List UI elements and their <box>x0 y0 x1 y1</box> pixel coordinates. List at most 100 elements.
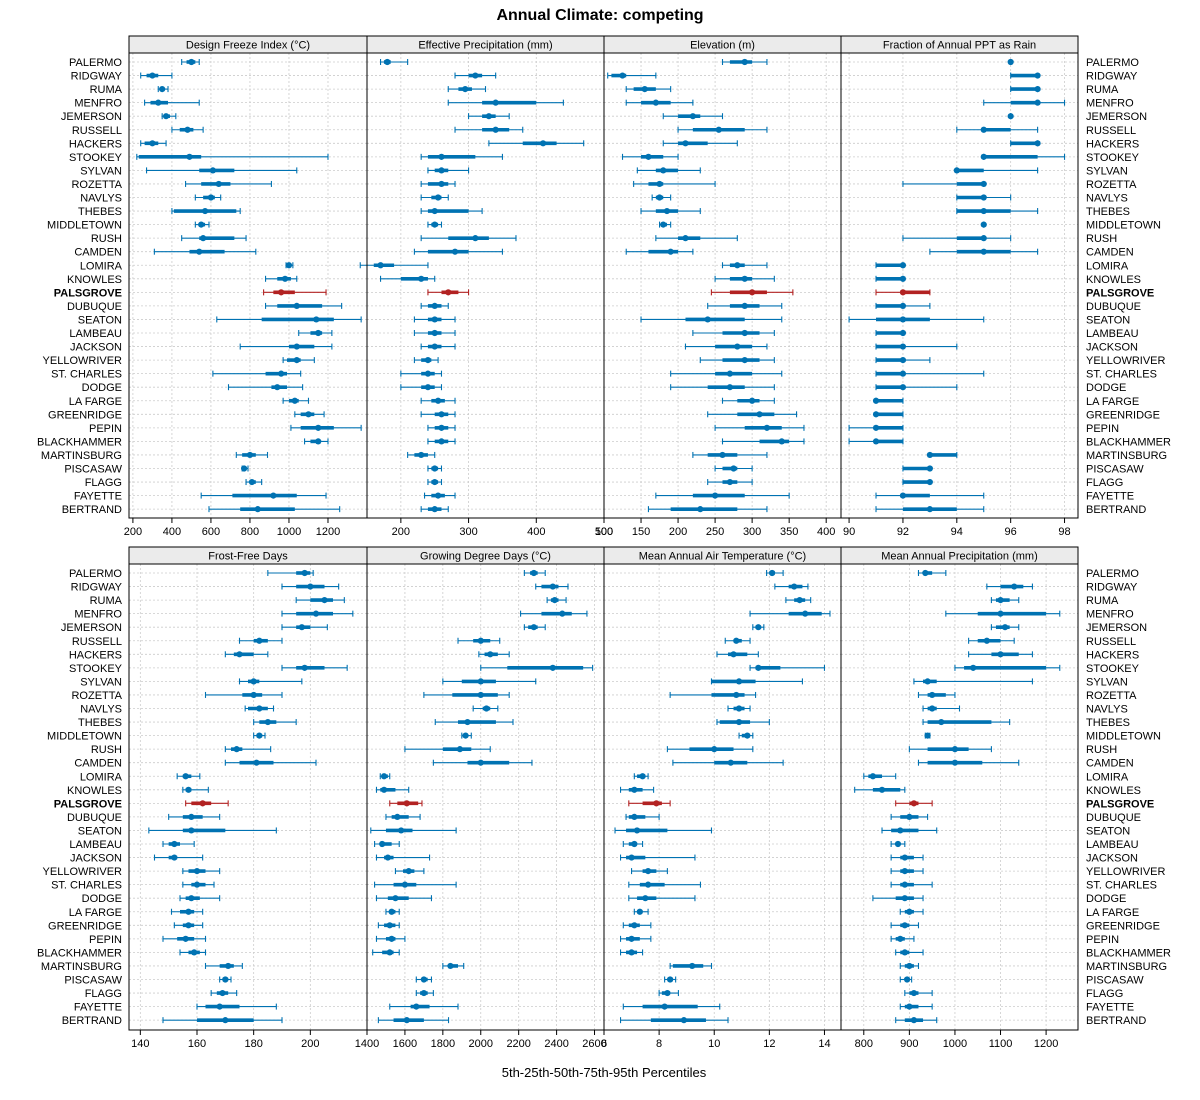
range-camden <box>224 759 317 766</box>
median-point <box>431 207 438 215</box>
median-point <box>997 610 1004 617</box>
station-label-right-jackson: JACKSON <box>1086 853 1138 865</box>
range-jackson <box>619 854 696 861</box>
range-flagg <box>210 989 238 997</box>
station-label-right-yellowriver: YELLOWRIVER <box>1086 355 1166 367</box>
range-bertrand <box>875 506 985 513</box>
range-palermo <box>379 58 409 66</box>
range-ruma <box>295 597 345 604</box>
median-point <box>431 465 438 472</box>
median-point <box>246 451 254 459</box>
range-ruma <box>990 597 1020 604</box>
median-point <box>735 718 743 726</box>
median-point <box>639 773 646 780</box>
median-point <box>431 329 438 337</box>
range-yellowriver <box>413 357 439 364</box>
range-palsgrove <box>628 800 671 807</box>
x-tick-label: 2600 <box>582 1038 606 1050</box>
range-thebes <box>922 718 1011 726</box>
median-point <box>869 773 877 780</box>
median-point <box>388 935 395 942</box>
range-pepin <box>619 935 652 942</box>
range-sylvan <box>636 167 701 174</box>
range-rush <box>902 235 1012 242</box>
range-thebes <box>253 718 297 726</box>
median-point <box>254 506 261 513</box>
range-blackhammer <box>895 949 924 956</box>
station-label-right-menfro: MENFRO <box>1086 609 1134 621</box>
median-point <box>492 99 499 106</box>
median-point <box>653 800 660 807</box>
station-label-right-palermo: PALERMO <box>1086 568 1139 580</box>
station-label-right-martinsburg: MARTINSBURG <box>1086 450 1167 462</box>
station-label-right-rush: RUSH <box>1086 233 1117 245</box>
station-label-right-navlys: NAVLYS <box>1086 193 1128 205</box>
median-point <box>424 370 432 377</box>
panel-border <box>840 52 1079 519</box>
median-point <box>193 881 201 888</box>
station-label-right-fayette: FAYETTE <box>1086 491 1134 503</box>
median-point <box>733 691 740 699</box>
median-point <box>424 357 432 364</box>
panels-group: Design Freeze Index (°C) 200 400 600 800 1000… <box>124 35 1079 1050</box>
median-point <box>315 329 322 337</box>
range-rozetta <box>185 180 272 188</box>
x-tick-label: 160 <box>188 1038 206 1050</box>
x-tick-label: 400 <box>527 526 545 538</box>
station-label-right-yellowriver: YELLOWRIVER <box>1086 866 1166 878</box>
range-martinsburg <box>926 451 958 459</box>
median-point <box>906 1003 913 1010</box>
range-rozetta <box>902 180 987 188</box>
median-point <box>278 370 285 377</box>
range-palermo <box>766 569 784 577</box>
range-navlys <box>420 194 449 201</box>
range-la-farge <box>282 397 310 404</box>
station-label-right-ridgway: RIDGWAY <box>1086 582 1138 594</box>
station-label-left-greenridge: GREENRIDGE <box>48 409 122 421</box>
station-label-left-stookey: STOOKEY <box>69 663 123 675</box>
range-ridgway <box>607 72 657 79</box>
median-point <box>285 262 293 269</box>
median-point <box>155 99 162 106</box>
station-label-left-st-charles: ST. CHARLES <box>51 880 122 892</box>
range-lomira <box>863 773 897 780</box>
x-tick-label: 1000 <box>277 526 301 538</box>
median-point <box>403 800 410 807</box>
range-jackson <box>239 343 333 350</box>
median-point <box>464 718 471 726</box>
median-point <box>196 248 203 255</box>
range-stookey <box>621 153 679 160</box>
station-label-right-ruma: RUMA <box>1086 84 1119 96</box>
median-point <box>1007 113 1014 120</box>
range-seaton <box>614 827 713 834</box>
median-point <box>222 1017 229 1024</box>
median-point <box>656 180 663 188</box>
median-point <box>549 664 556 671</box>
range-ruma <box>447 86 487 93</box>
range-jemerson <box>468 113 510 120</box>
median-point <box>980 235 987 242</box>
range-flagg <box>658 989 679 997</box>
range-palsgrove <box>875 289 931 296</box>
station-label-right-ridgway: RIDGWAY <box>1086 71 1138 83</box>
station-label-right-middletown: MIDDLETOWN <box>1086 220 1161 232</box>
range-knowles <box>182 786 209 793</box>
range-martinsburg <box>669 962 713 970</box>
station-label-left-knowles: KNOWLES <box>67 785 122 797</box>
range-bertrand <box>895 1017 938 1024</box>
x-tick-label: 1000 <box>943 1038 967 1050</box>
median-point <box>1034 72 1041 79</box>
range-seaton <box>881 827 938 834</box>
station-label-left-flagg: FLAGG <box>85 477 122 489</box>
range-navlys <box>727 705 751 712</box>
median-point <box>631 786 638 793</box>
median-point <box>278 289 285 296</box>
x-tick-label: 900 <box>900 1038 918 1050</box>
station-label-right-palsgrove: PALSGROVE <box>1086 798 1154 810</box>
station-label-left-flagg: FLAGG <box>85 988 122 1000</box>
station-label-left-lambeau: LAMBEAU <box>69 328 122 340</box>
median-point <box>924 732 931 739</box>
range-russell <box>724 637 751 644</box>
median-point <box>997 651 1004 658</box>
median-point <box>642 895 649 902</box>
